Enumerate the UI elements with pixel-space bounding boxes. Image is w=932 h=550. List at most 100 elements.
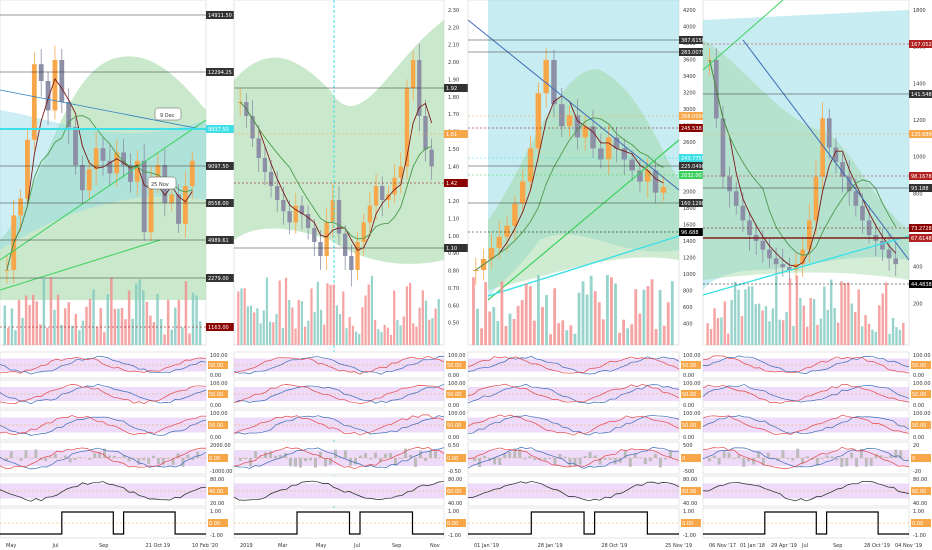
- candle-body: [128, 165, 133, 182]
- volume-bar: [888, 333, 891, 345]
- axis-tick-label: 3000: [683, 107, 696, 113]
- candle-body: [846, 176, 852, 192]
- volume-bar: [399, 325, 402, 345]
- histogram-bar: [132, 458, 136, 459]
- candle-body: [169, 194, 175, 203]
- oscillator-value-tag: [208, 361, 228, 369]
- oscillator-pane: 100.00 50.00 0.00: [702, 351, 931, 379]
- volume-bar: [389, 334, 393, 345]
- histogram-bar: [707, 458, 711, 462]
- histogram-bar: [513, 448, 517, 458]
- oscillator-pane: 100.00 50.00 0.00: [702, 379, 931, 409]
- candle-body: [182, 186, 188, 224]
- volume-bar: [313, 312, 316, 345]
- histogram-bar: [478, 458, 482, 468]
- signal-line: [234, 511, 444, 535]
- histogram-bar: [643, 458, 647, 465]
- oscillator-axis-label: 100.00: [210, 411, 228, 417]
- volume-bar: [532, 320, 536, 345]
- histogram-bar: [756, 452, 760, 458]
- volume-bar: [294, 328, 297, 345]
- histogram-bar: [889, 454, 893, 458]
- volume-bar: [492, 306, 496, 345]
- price-tag-label: 268.0000: [681, 114, 705, 120]
- oscillator-axis-label: 2000.00: [210, 443, 231, 449]
- oscillator-value-tag: [681, 519, 701, 527]
- oscillator-pane: 20 0 -20: [702, 441, 931, 475]
- oscillator-line: [233, 447, 445, 469]
- volume-bar: [549, 334, 552, 345]
- time-axis: 01 Jan '19 28 Jan '19 28 Oct '19 25 Nov '19: [468, 540, 692, 550]
- oscillator-axis-label: 80.00: [913, 477, 927, 483]
- oscillator-line: [0, 357, 207, 374]
- histogram-bar: [737, 454, 741, 458]
- oscillator-axis-label: 100.00: [683, 411, 701, 417]
- candle-body: [813, 176, 819, 221]
- volume-bar: [709, 329, 713, 345]
- axis-tick-label: 0.90: [448, 251, 459, 257]
- histogram-bar: [563, 456, 567, 458]
- histogram-bar: [9, 451, 13, 458]
- histogram-bar: [384, 453, 387, 458]
- price-tag: [909, 172, 932, 180]
- volume-bar: [170, 329, 173, 345]
- oscillator-axis-label: -1.00: [210, 533, 223, 539]
- price-tag-label: 4989.61: [208, 238, 229, 244]
- histogram-bar: [752, 458, 755, 465]
- oscillator-axis-label: 100.00: [210, 353, 228, 359]
- candle-body: [740, 205, 746, 221]
- histogram-bar: [254, 451, 257, 458]
- histogram-bar: [19, 458, 23, 461]
- volume-bar: [159, 318, 163, 345]
- histogram-bar: [434, 451, 437, 458]
- histogram-bar: [309, 458, 312, 461]
- volume-bar: [354, 331, 358, 345]
- time-axis-label: Mar: [278, 543, 288, 549]
- volume-bar: [120, 307, 124, 345]
- histogram-bar: [127, 458, 131, 462]
- oscillator-axis-label: 0.00: [913, 435, 924, 441]
- candle-body: [780, 264, 786, 268]
- volume-bar: [480, 328, 484, 345]
- volume-bar: [163, 334, 166, 345]
- candle-body: [747, 220, 752, 235]
- histogram-bar: [191, 458, 195, 461]
- oscillator-axis-label: 40.00: [209, 489, 223, 495]
- histogram-bar: [473, 458, 477, 462]
- candle-body: [826, 118, 832, 148]
- candle-body: [893, 258, 899, 265]
- histogram-bar: [239, 458, 242, 461]
- candle-body: [107, 160, 113, 174]
- histogram-bar: [538, 458, 542, 461]
- ichimoku-cloud-green: [488, 69, 679, 290]
- volume-bar: [634, 289, 638, 345]
- candle-body: [52, 60, 58, 111]
- oscillator-pane: 100.00 50.00 0.00: [0, 379, 228, 409]
- histogram-bar: [855, 458, 858, 467]
- price-tag-label: 283.0079: [681, 50, 705, 56]
- oscillator-pane: 80.00 60.00 40.00: [233, 475, 466, 507]
- volume-bar: [297, 299, 300, 345]
- oscillator-axis-label: 60.00: [682, 489, 696, 495]
- volume-bar: [434, 308, 437, 345]
- trend-line-green: [487, 139, 680, 301]
- volume-bar: [113, 308, 117, 345]
- oscillator-line: [0, 355, 207, 375]
- candle-body: [860, 205, 865, 221]
- oscillator-pane: 100.00 50.00 0.00: [467, 409, 701, 441]
- volume-bar: [826, 310, 830, 345]
- oscillator-pane: 100.00 50.00 0.00: [467, 351, 701, 379]
- histogram-bar: [874, 454, 878, 458]
- volume-bar: [720, 317, 723, 345]
- histogram-bar: [573, 458, 577, 467]
- oscillator-pane: 100.00 50.00 0.00: [233, 379, 466, 409]
- histogram-bar: [543, 458, 547, 461]
- candle-body: [551, 60, 557, 105]
- oscillator-line: [233, 383, 445, 404]
- axis-tick-label: 1.80: [448, 95, 459, 101]
- volume-bar: [812, 299, 816, 345]
- volume-bar: [332, 284, 335, 345]
- volume-bar: [589, 275, 593, 345]
- oscillator-pane: 80.00 60.00 40.00: [702, 475, 931, 507]
